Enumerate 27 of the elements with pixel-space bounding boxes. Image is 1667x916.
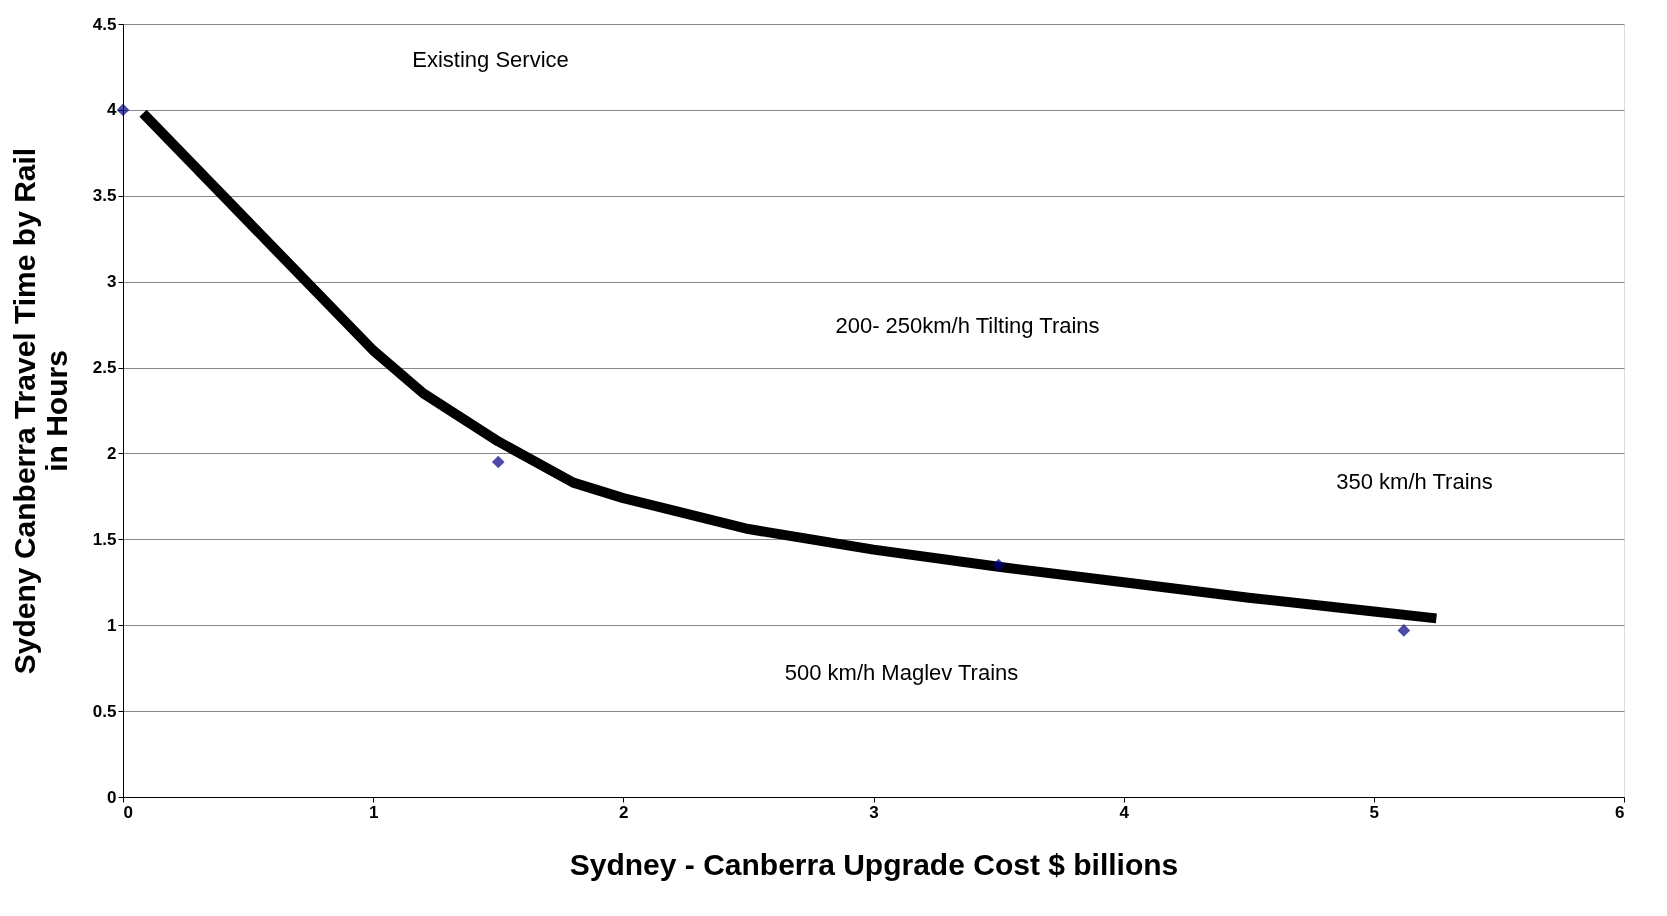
x-tick-label: 4	[1119, 802, 1130, 822]
y-tick-label: 3.5	[92, 186, 117, 206]
annotation: 200- 250km/h Tilting Trains	[835, 313, 1100, 339]
x-tick-label: 1	[368, 802, 379, 822]
annotation: Existing Service	[412, 46, 569, 72]
point	[992, 558, 1005, 572]
x-axis-title: Sydney - Canberra Upgrade Cost $ billions	[569, 847, 1179, 881]
point	[491, 455, 505, 469]
x-tick-label: 6	[1615, 802, 1625, 822]
y-tick-label: 2	[107, 443, 117, 463]
y-tick-label: 1.5	[92, 529, 117, 549]
point	[116, 103, 130, 117]
point	[1397, 624, 1411, 637]
y-tick-label: 0.5	[92, 701, 117, 721]
y-tick-label: 3	[107, 272, 117, 292]
y-tick-label: 4	[107, 100, 118, 120]
x-tick-label: 0	[123, 802, 133, 822]
y-tick-label: 2.5	[92, 358, 117, 378]
x-tick-label: 2	[619, 802, 629, 822]
y-axis-title: Sydeny Canberra Travel Time by Rail in Hours	[7, 147, 73, 675]
y-tick-label: 4.5	[92, 14, 117, 34]
annotation: 500 km/h Maglev Trains	[784, 660, 1019, 686]
x-tick-label: 3	[869, 802, 879, 822]
y-tick-label: 0	[107, 787, 117, 807]
y-tick-label: 1	[107, 615, 117, 635]
x-tick-label: 5	[1369, 802, 1380, 822]
annotation: 350 km/h Trains	[1336, 468, 1493, 494]
